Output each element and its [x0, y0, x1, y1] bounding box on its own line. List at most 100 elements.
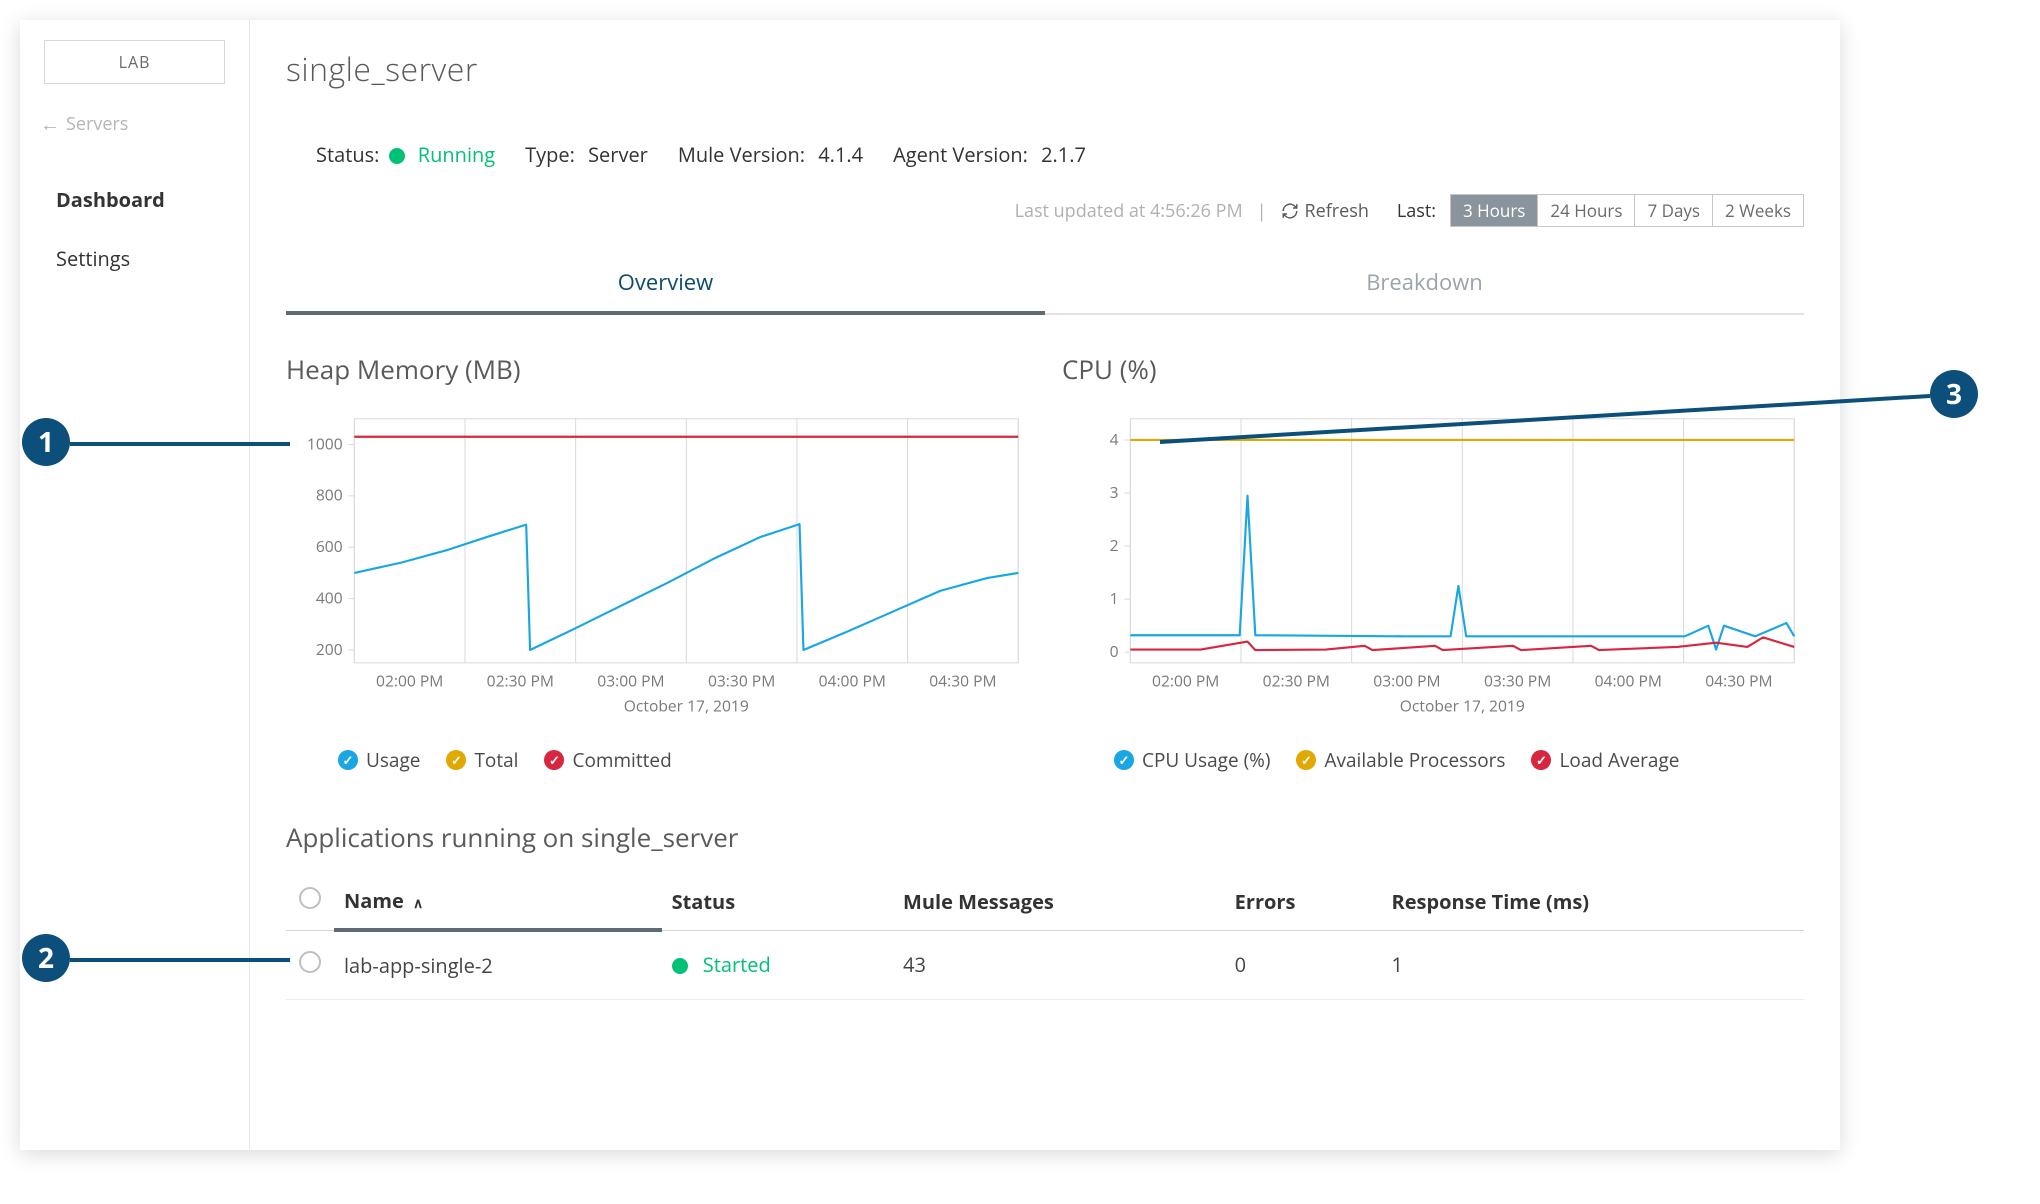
- tab-overview[interactable]: Overview: [286, 253, 1045, 315]
- status-label: Status:: [316, 141, 379, 168]
- svg-text:3: 3: [1110, 481, 1119, 503]
- callout-bubble: 3: [1930, 370, 1978, 418]
- svg-text:04:00 PM: 04:00 PM: [819, 669, 886, 691]
- app-shell: LAB ← Servers Dashboard Settings single_…: [20, 20, 1840, 1150]
- table-row[interactable]: lab-app-single-2 Started 43 0 1: [286, 930, 1804, 1000]
- column-select-all[interactable]: [286, 873, 334, 930]
- svg-text:03:30 PM: 03:30 PM: [1484, 669, 1551, 691]
- legend-label: Total: [474, 747, 518, 773]
- heap-legend-usage[interactable]: ✓ Usage: [338, 747, 420, 773]
- charts-row: Heap Memory (MB) 200400600800100002:00 P…: [286, 351, 1804, 773]
- refresh-icon: [1281, 202, 1299, 220]
- svg-text:200: 200: [316, 638, 343, 660]
- svg-text:03:00 PM: 03:00 PM: [597, 669, 664, 691]
- svg-text:02:00 PM: 02:00 PM: [376, 669, 443, 691]
- svg-text:04:30 PM: 04:30 PM: [929, 669, 996, 691]
- cpu-chart-svg: 0123402:00 PM02:30 PM03:00 PM03:30 PM04:…: [1062, 409, 1804, 731]
- back-link-label: Servers: [66, 112, 128, 136]
- sidebar: LAB ← Servers Dashboard Settings: [20, 20, 250, 1150]
- legend-label: Usage: [366, 747, 420, 773]
- svg-text:02:30 PM: 02:30 PM: [487, 669, 554, 691]
- mule-version-label: Mule Version:: [678, 141, 805, 168]
- status-value: Running: [418, 141, 495, 168]
- svg-text:400: 400: [316, 586, 343, 608]
- status-dot-icon: [672, 958, 688, 974]
- cpu-legend-load[interactable]: ✓ Load Average: [1531, 747, 1679, 773]
- radio-empty-icon: [299, 951, 321, 973]
- cell-status-text: Started: [703, 951, 771, 978]
- column-status[interactable]: Status: [662, 873, 893, 930]
- refresh-button[interactable]: Refresh: [1281, 199, 1369, 223]
- range-24hours[interactable]: 24 Hours: [1538, 195, 1635, 226]
- heap-chart-svg: 200400600800100002:00 PM02:30 PM03:00 PM…: [286, 409, 1028, 731]
- heap-memory-chart: Heap Memory (MB) 200400600800100002:00 P…: [286, 351, 1028, 773]
- radio-empty-icon: [299, 887, 321, 909]
- cpu-chart: CPU (%) 0123402:00 PM02:30 PM03:00 PM03:…: [1062, 351, 1804, 773]
- svg-text:02:00 PM: 02:00 PM: [1152, 669, 1219, 691]
- agent-version-value: 2.1.7: [1041, 141, 1086, 168]
- cell-name: lab-app-single-2: [334, 930, 662, 1000]
- svg-text:2: 2: [1110, 534, 1119, 556]
- check-icon: ✓: [544, 750, 564, 770]
- check-icon: ✓: [338, 750, 358, 770]
- tab-breakdown[interactable]: Breakdown: [1045, 253, 1804, 313]
- svg-text:October 17, 2019: October 17, 2019: [624, 695, 749, 717]
- range-2weeks[interactable]: 2 Weeks: [1713, 195, 1803, 226]
- svg-text:1: 1: [1110, 587, 1119, 609]
- svg-text:1000: 1000: [307, 432, 343, 454]
- column-label: Name: [344, 887, 404, 914]
- column-name[interactable]: Name ∧: [334, 873, 662, 930]
- column-mule-messages[interactable]: Mule Messages: [893, 873, 1225, 930]
- server-meta-row: Status: Running Type: Server Mule Versio…: [316, 141, 1804, 168]
- last-updated-text: Last updated at 4:56:26 PM: [1015, 199, 1243, 223]
- column-errors[interactable]: Errors: [1225, 873, 1382, 930]
- cell-response: 1: [1382, 930, 1804, 1000]
- back-to-servers-link[interactable]: ← Servers: [40, 112, 229, 136]
- refresh-label: Refresh: [1305, 199, 1369, 223]
- environment-badge[interactable]: LAB: [44, 40, 225, 84]
- toolbar-row: Last updated at 4:56:26 PM | Refresh Las…: [286, 194, 1804, 227]
- svg-text:04:00 PM: 04:00 PM: [1595, 669, 1662, 691]
- main-content: single_server Status: Running Type: Serv…: [250, 20, 1840, 1150]
- applications-title: Applications running on single_server: [286, 819, 1804, 855]
- range-3hours[interactable]: 3 Hours: [1451, 195, 1538, 226]
- legend-label: Available Processors: [1324, 747, 1505, 773]
- view-tabs: Overview Breakdown: [286, 253, 1804, 315]
- svg-text:03:30 PM: 03:30 PM: [708, 669, 775, 691]
- heap-legend: ✓ Usage ✓ Total ✓ Committed: [286, 747, 1028, 773]
- svg-text:October 17, 2019: October 17, 2019: [1400, 695, 1525, 717]
- type-value: Server: [588, 141, 648, 168]
- svg-text:0: 0: [1110, 640, 1119, 662]
- cell-errors: 0: [1225, 930, 1382, 1000]
- cpu-legend-usage[interactable]: ✓ CPU Usage (%): [1114, 747, 1270, 773]
- heap-legend-committed[interactable]: ✓ Committed: [544, 747, 671, 773]
- agent-version-label: Agent Version:: [893, 141, 1028, 168]
- page-title: single_server: [286, 48, 1804, 91]
- check-icon: ✓: [1114, 750, 1134, 770]
- cpu-chart-title: CPU (%): [1062, 351, 1804, 387]
- applications-table: Name ∧ Status Mule Messages Errors Respo…: [286, 873, 1804, 1000]
- heap-chart-title: Heap Memory (MB): [286, 351, 1028, 387]
- cpu-legend-processors[interactable]: ✓ Available Processors: [1296, 747, 1505, 773]
- sidebar-item-settings[interactable]: Settings: [20, 229, 249, 288]
- column-response-time[interactable]: Response Time (ms): [1382, 873, 1804, 930]
- range-7days[interactable]: 7 Days: [1635, 195, 1713, 226]
- heap-legend-total[interactable]: ✓ Total: [446, 747, 518, 773]
- svg-text:4: 4: [1110, 428, 1119, 450]
- cell-status: Started: [662, 930, 893, 1000]
- time-range-toggle: 3 Hours 24 Hours 7 Days 2 Weeks: [1450, 194, 1804, 227]
- type-label: Type:: [525, 141, 575, 168]
- svg-text:02:30 PM: 02:30 PM: [1263, 669, 1330, 691]
- legend-label: Committed: [572, 747, 671, 773]
- check-icon: ✓: [1531, 750, 1551, 770]
- check-icon: ✓: [446, 750, 466, 770]
- status-dot-icon: [389, 148, 405, 164]
- svg-text:800: 800: [316, 484, 343, 506]
- svg-text:04:30 PM: 04:30 PM: [1705, 669, 1772, 691]
- cell-messages: 43: [893, 930, 1225, 1000]
- range-last-label: Last:: [1397, 199, 1436, 223]
- sort-asc-icon: ∧: [413, 894, 423, 913]
- back-arrow-icon: ←: [40, 114, 60, 134]
- sidebar-item-dashboard[interactable]: Dashboard: [20, 170, 249, 229]
- callout-3: 3: [1930, 370, 1978, 418]
